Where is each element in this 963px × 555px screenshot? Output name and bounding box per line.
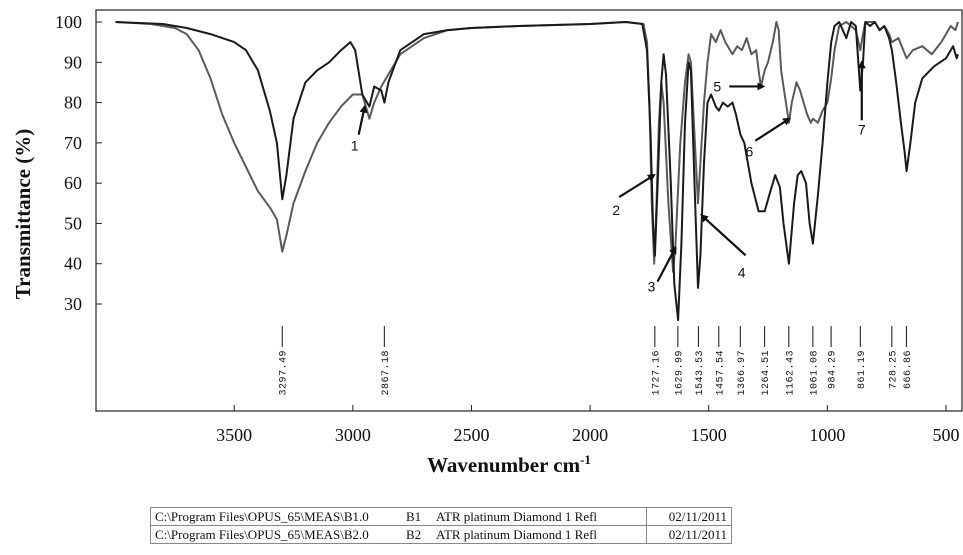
peak-label: 2867.18	[381, 350, 392, 396]
annotation-arrow	[656, 245, 677, 283]
x-axis-label: Wavenumber cm-1	[427, 452, 591, 477]
peak-label: 1061.08	[809, 350, 820, 396]
measurement-date: 02/11/2011	[646, 507, 732, 526]
y-axis-label: Transmittance (%)	[11, 129, 35, 300]
annotation-arrow	[700, 214, 747, 257]
annotation-label: 6	[746, 144, 754, 160]
annotations: 1 2 3 4 5 6 7	[351, 60, 866, 295]
x-tick-label: 500	[933, 425, 960, 445]
annotation-label: 7	[858, 121, 866, 137]
legend-row: C:\Program Files\OPUS_65\MEAS\B1.0 B1 AT…	[150, 507, 732, 526]
peak-label: 984.29	[828, 350, 839, 389]
peak-label: 1543.53	[695, 350, 706, 396]
y-tick-label: 50	[64, 213, 82, 233]
y-tick-label: 60	[64, 173, 82, 193]
peak-markers: 3297.49 2867.18 1727.16 1629.99 1543.53 1457.…	[279, 326, 914, 396]
measurement-description: ATR platinum Diamond 1 Refl	[432, 525, 647, 544]
peak-label: 666.86	[903, 350, 914, 389]
peak-label: 3297.49	[279, 350, 290, 396]
y-tick-label: 40	[64, 254, 82, 274]
series-group	[115, 21, 959, 322]
y-tick-label: 90	[64, 52, 82, 72]
peak-label: 1629.99	[674, 350, 685, 396]
series-line-B1	[115, 21, 959, 322]
file-path: C:\Program Files\OPUS_65\MEAS\B1.0	[150, 507, 404, 526]
peak-label: 1162.43	[785, 350, 796, 396]
sample-code: B2	[404, 525, 432, 544]
x-tick-label: 1500	[691, 425, 727, 445]
x-tick-label: 3000	[335, 425, 371, 445]
plot-area	[95, 9, 963, 412]
annotation-label: 1	[351, 138, 359, 154]
peak-label: 1727.16	[651, 350, 662, 396]
y-tick-label: 70	[64, 133, 82, 153]
annotation-label: 3	[648, 279, 656, 295]
x-tick-label: 1000	[809, 425, 845, 445]
series-line-B2	[115, 21, 959, 273]
x-tick-label: 2500	[453, 425, 489, 445]
x-axis-label-superscript: -1	[580, 452, 591, 467]
x-tick-label: 2000	[572, 425, 608, 445]
peak-label: 1264.51	[761, 350, 772, 396]
peak-label: 1366.97	[737, 350, 748, 396]
sample-code: B1	[404, 507, 432, 526]
peak-label: 1457.54	[715, 350, 726, 396]
peak-label: 728.25	[888, 350, 899, 389]
x-axis-label-main: Wavenumber cm	[427, 453, 581, 477]
peak-label: 861.19	[857, 350, 868, 389]
spectrum-legend-table: C:\Program Files\OPUS_65\MEAS\B1.0 B1 AT…	[150, 507, 732, 544]
file-path: C:\Program Files\OPUS_65\MEAS\B2.0	[150, 525, 404, 544]
measurement-description: ATR platinum Diamond 1 Refl	[432, 507, 647, 526]
annotation-label: 2	[612, 202, 620, 218]
measurement-date: 02/11/2011	[646, 525, 732, 544]
legend-row: C:\Program Files\OPUS_65\MEAS\B2.0 B2 AT…	[150, 525, 732, 544]
annotation-arrow	[357, 104, 368, 135]
y-axis-ticks: 100 90 80 70 60 50 40 30	[55, 12, 102, 314]
x-axis-ticks: 3500 3000 2500 2000 1500 1000 500	[216, 405, 960, 445]
annotation-label: 5	[713, 78, 721, 94]
y-tick-label: 30	[64, 294, 82, 314]
annotation-arrow	[754, 117, 792, 142]
annotation-label: 4	[738, 264, 746, 280]
y-tick-label: 80	[64, 93, 82, 113]
annotation-arrow	[618, 174, 656, 199]
x-tick-label: 3500	[216, 425, 252, 445]
y-tick-label: 100	[55, 12, 82, 32]
